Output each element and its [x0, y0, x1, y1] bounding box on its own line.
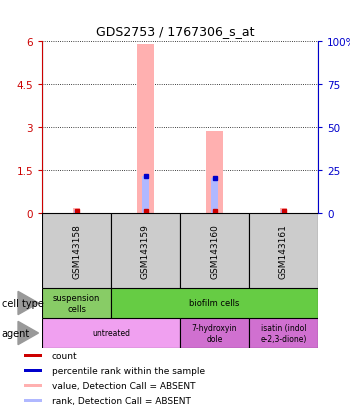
Bar	[42, 318, 180, 348]
Text: GSM143160: GSM143160	[210, 223, 219, 278]
Bar	[281, 211, 286, 214]
Polygon shape	[18, 322, 38, 345]
Text: untreated: untreated	[92, 329, 130, 338]
Bar	[249, 214, 318, 288]
Bar	[111, 214, 180, 288]
Bar	[25, 354, 42, 357]
Text: percentile rank within the sample: percentile rank within the sample	[52, 366, 205, 375]
Bar	[206, 132, 223, 214]
Text: suspension
cells: suspension cells	[53, 294, 100, 313]
Bar	[137, 45, 154, 214]
Text: GSM143161: GSM143161	[279, 223, 288, 278]
Text: biofilm cells: biofilm cells	[189, 299, 240, 308]
Bar	[142, 177, 149, 214]
Bar	[180, 214, 249, 288]
Bar	[180, 318, 249, 348]
Bar	[280, 208, 287, 214]
Text: GSM143158: GSM143158	[72, 223, 81, 278]
Text: cell type: cell type	[2, 298, 44, 308]
Text: count: count	[52, 351, 77, 360]
Bar	[211, 178, 218, 214]
Text: value, Detection Call = ABSENT: value, Detection Call = ABSENT	[52, 381, 195, 390]
Bar	[72, 208, 81, 214]
Bar	[42, 288, 111, 318]
Text: isatin (indol
e-2,3-dione): isatin (indol e-2,3-dione)	[260, 323, 307, 343]
Bar	[42, 214, 111, 288]
Bar	[25, 384, 42, 387]
Bar	[25, 369, 42, 372]
Text: 7-hydroxyin
dole: 7-hydroxyin dole	[192, 323, 237, 343]
Text: agent: agent	[2, 328, 30, 338]
Text: GDS2753 / 1767306_s_at: GDS2753 / 1767306_s_at	[96, 25, 254, 38]
Bar	[111, 288, 318, 318]
Polygon shape	[18, 292, 38, 315]
Bar	[249, 318, 318, 348]
Bar	[25, 399, 42, 402]
Text: rank, Detection Call = ABSENT: rank, Detection Call = ABSENT	[52, 396, 191, 405]
Bar	[74, 211, 79, 214]
Text: GSM143159: GSM143159	[141, 223, 150, 278]
